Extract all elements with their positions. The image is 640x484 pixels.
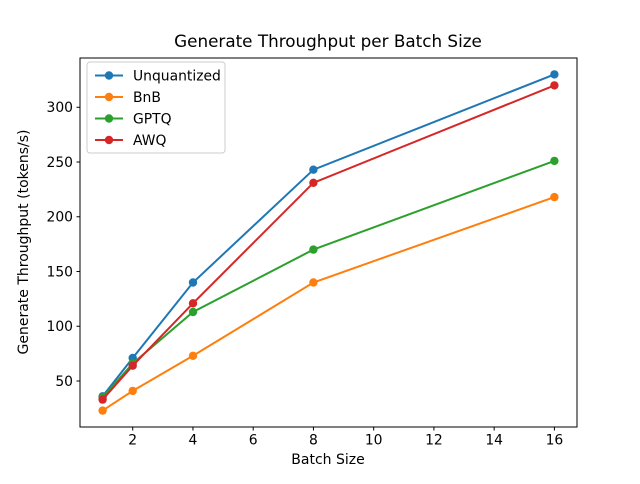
legend-label-unquantized: Unquantized	[133, 68, 221, 84]
data-point-marker-unquantized	[550, 70, 559, 79]
legend-item-gptq: GPTQ	[95, 111, 172, 127]
series-line-gptq	[101, 159, 555, 399]
chart-title: Generate Throughput per Batch Size	[174, 31, 482, 51]
legend: Unquantized BnB GPTQ AWQ	[86, 61, 226, 154]
data-point-marker-awq	[128, 361, 137, 370]
x-tick-label: 4	[189, 433, 198, 449]
x-tick-label: 16	[546, 433, 564, 449]
data-point-marker-unquantized	[188, 278, 198, 287]
y-axis-label: Generate Throughput (tokens/s)	[16, 130, 32, 355]
x-tick-label: 6	[249, 433, 258, 449]
y-tick-label: 300	[46, 100, 73, 116]
legend-item-bnb: BnB	[95, 90, 161, 106]
data-point-marker-unquantized	[309, 165, 318, 174]
y-tick-label: 100	[46, 319, 73, 335]
data-point-marker-awq	[98, 395, 107, 404]
legend-marker-unquantized	[104, 71, 114, 80]
series-gptq	[98, 156, 559, 402]
series-awq	[98, 81, 559, 404]
y-tick-label: 250	[46, 155, 73, 171]
series-bnb	[98, 192, 559, 415]
data-point-marker-gptq	[550, 156, 559, 166]
legend-item-unquantized: Unquantized	[95, 68, 221, 84]
data-point-marker-gptq	[309, 245, 318, 254]
legend-marker-gptq	[104, 114, 114, 123]
data-point-marker-bnb	[188, 351, 198, 360]
data-point-marker-gptq	[188, 307, 198, 317]
y-tick-label: 150	[46, 264, 73, 280]
series-line-bnb	[102, 196, 555, 412]
legend-label-bnb: BnB	[133, 90, 161, 106]
x-axis-label: Batch Size	[291, 452, 364, 468]
legend-box	[86, 61, 226, 154]
data-point-marker-bnb	[309, 278, 318, 287]
y-tick-label: 50	[55, 374, 73, 390]
data-point-marker-awq	[550, 81, 559, 90]
data-point-marker-bnb	[98, 406, 107, 415]
data-point-marker-awq	[188, 299, 198, 308]
legend-label-gptq: GPTQ	[133, 111, 172, 127]
legend-marker-awq	[104, 135, 114, 145]
plot-frame	[79, 57, 578, 428]
data-point-marker-bnb	[128, 386, 137, 396]
plot-area: 2 4 6 8 10 12 14 16 50 100 150 200 250 300 Unquantized…	[46, 57, 578, 449]
x-tick-label: 10	[365, 433, 383, 449]
legend-label-awq: AWQ	[133, 133, 166, 149]
x-tick-label: 12	[425, 433, 443, 449]
data-point-marker-awq	[309, 178, 318, 187]
x-tick-label: 2	[128, 433, 137, 449]
x-tick-label: 8	[309, 433, 318, 449]
legend-item-awq: AWQ	[95, 133, 166, 149]
x-tick-label: 14	[485, 433, 503, 449]
data-point-marker-bnb	[550, 192, 559, 202]
legend-marker-bnb	[104, 92, 114, 102]
y-tick-label: 200	[46, 210, 73, 226]
